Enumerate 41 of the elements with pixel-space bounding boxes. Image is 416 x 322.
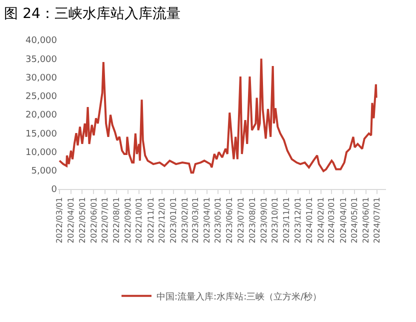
x-tick-label: 2023/05/01: [214, 197, 223, 244]
y-tick-label: 35,000: [26, 54, 58, 65]
x-tick-label: 2023/01/01: [169, 197, 178, 244]
x-tick-label: 2022/08/01: [112, 197, 122, 244]
x-tick-label: 2022/07/01: [100, 197, 110, 244]
x-tick-label: 2022/10/01: [134, 197, 144, 244]
x-tick-label: 2022/12/01: [157, 197, 166, 244]
x-tick-label: 2022/09/01: [124, 197, 133, 244]
x-tick-label: 2023/10/01: [270, 197, 280, 244]
x-tick-label: 2024/01/01: [304, 197, 314, 244]
x-tick-label: 2023/11/01: [282, 197, 292, 244]
x-tick-label: 2023/09/01: [259, 197, 268, 244]
legend-label: 中国:流量入库:水库站:三峡（立方米/秒）: [156, 291, 322, 302]
x-tick-label: 2022/05/01: [78, 197, 87, 244]
y-tick-label: 0: [51, 185, 58, 196]
x-tick-label: 2022/06/01: [89, 197, 98, 244]
x-tick-label: 2024/07/01: [372, 197, 382, 244]
x-tick-label: 2024/06/01: [362, 197, 370, 244]
y-tick-label: 20,000: [26, 110, 58, 121]
x-tick-label: 2023/07/01: [236, 197, 246, 244]
chart-title: 图 24：三峡水库站入库流量: [4, 6, 180, 22]
x-tick-label: 2022/11/01: [146, 197, 156, 244]
x-tick-label: 2024/05/01: [350, 197, 359, 244]
x-tick-label: 2023/04/01: [202, 197, 212, 244]
x-tick-label: 2024/02/01: [316, 197, 326, 244]
y-tick-label: 25,000: [26, 92, 58, 102]
y-tick-label: 10,000: [26, 148, 58, 158]
y-tick-label: 40,000: [26, 36, 58, 46]
line-series: [58, 58, 378, 174]
x-tick-label: 2024/03/01: [327, 197, 336, 244]
x-tick-label: 2023/06/01: [225, 197, 234, 244]
x-tick-label: 2023/12/01: [293, 197, 302, 244]
x-tick-label: 2022/03/01: [55, 197, 64, 244]
x-tick-label: 2024/04/01: [338, 197, 348, 244]
x-tick-label: 2023/02/01: [180, 197, 190, 244]
x-tick-label: 2022/04/01: [66, 197, 76, 244]
x-tick-label: 2023/08/01: [248, 197, 257, 244]
x-tick-label: 2023/03/01: [190, 197, 200, 244]
y-tick-label: 30,000: [26, 73, 58, 84]
y-tick-label: 15,000: [26, 129, 58, 140]
y-tick-label: 5,000: [31, 166, 58, 177]
